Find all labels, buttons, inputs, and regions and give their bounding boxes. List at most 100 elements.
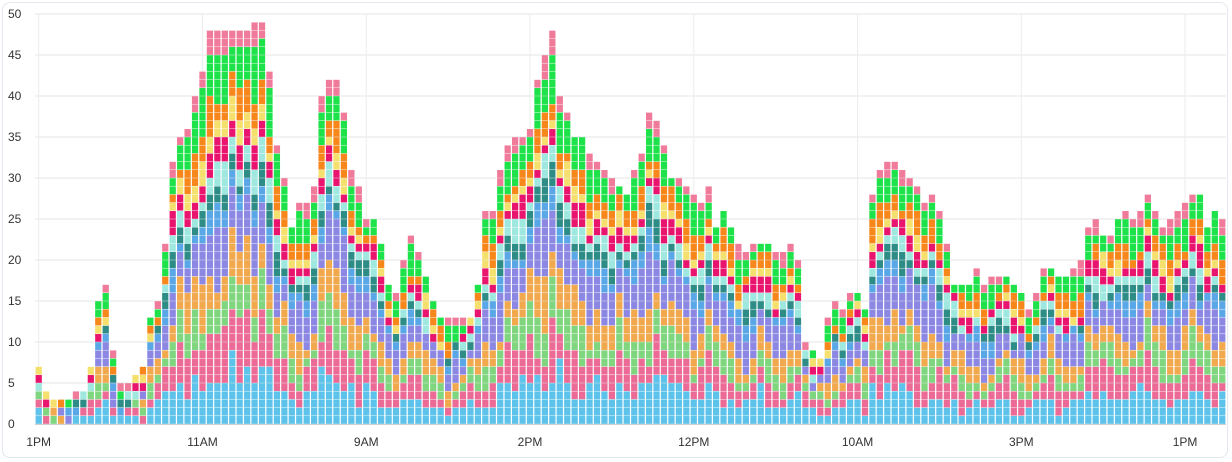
bar-segment — [1144, 325, 1151, 334]
bar-segment — [1107, 276, 1114, 285]
bar-segment — [921, 416, 928, 424]
bar-segment — [288, 260, 295, 268]
bar-segment — [206, 145, 214, 154]
bar-segment — [273, 325, 281, 334]
bar-segment — [936, 235, 943, 244]
bar-segment — [586, 293, 593, 301]
bar-segment — [1114, 243, 1122, 252]
bar-segment — [705, 260, 712, 268]
bar-segment — [318, 416, 325, 424]
bar-segment — [117, 391, 124, 400]
bar-segment — [631, 342, 638, 350]
bar-segment — [474, 350, 482, 359]
bar-segment — [534, 145, 541, 154]
bar-segment — [1152, 416, 1159, 424]
bar-segment — [244, 145, 251, 154]
bar-segment — [660, 178, 668, 186]
bar-segment — [392, 358, 400, 367]
bar-segment — [162, 366, 169, 375]
bar-segment — [258, 350, 266, 359]
bar-segment — [1055, 325, 1062, 334]
bar-segment — [348, 260, 355, 268]
bar-segment — [698, 211, 705, 219]
bar-segment — [973, 358, 980, 367]
bar-segment — [943, 243, 950, 252]
bar-segment — [549, 293, 556, 301]
bar-segment — [214, 416, 221, 424]
bar-segment — [1211, 235, 1218, 244]
bar-segment — [698, 317, 705, 326]
bar-segment — [348, 366, 355, 375]
bar-segment — [177, 276, 184, 285]
bar-segment — [571, 202, 578, 211]
bar-segment — [177, 178, 184, 186]
bar-segment — [333, 383, 340, 391]
bar-segment — [1174, 276, 1181, 285]
bar-segment — [988, 301, 995, 309]
bar-segment — [325, 350, 333, 359]
bar-segment — [474, 366, 482, 375]
bar-segment — [1211, 342, 1218, 350]
bar-segment — [147, 358, 154, 367]
bar-segment — [564, 145, 571, 154]
bar-segment — [422, 383, 429, 391]
bar-segment — [236, 63, 243, 72]
bar-segment — [727, 407, 735, 416]
bar-segment — [623, 235, 630, 244]
bar-segment — [638, 334, 645, 342]
bar-segment — [1107, 407, 1114, 416]
bar-segment — [221, 47, 228, 55]
bar-segment — [35, 391, 42, 400]
bar-segment — [913, 293, 921, 301]
bar-segment — [273, 407, 281, 416]
bar-segment — [1167, 366, 1174, 375]
bar-segment — [541, 178, 549, 186]
bar-segment — [980, 383, 988, 391]
bar-segment — [325, 358, 333, 367]
bar-segment — [229, 276, 236, 285]
bar-segment — [556, 260, 563, 268]
bar-segment — [742, 350, 749, 359]
bar-segment — [236, 235, 243, 244]
bar-segment — [683, 301, 690, 309]
bar-segment — [318, 358, 325, 367]
bar-segment — [623, 219, 630, 227]
bar-segment — [273, 317, 281, 326]
bar-stack — [705, 186, 712, 424]
bar-segment — [333, 391, 340, 400]
bar-segment — [1085, 325, 1092, 334]
bar-segment — [869, 293, 876, 301]
bar-segment — [906, 416, 913, 424]
bar-segment — [296, 227, 303, 236]
bar-segment — [87, 383, 94, 391]
bar-segment — [698, 252, 705, 260]
bar-segment — [355, 317, 362, 326]
bar-segment — [906, 211, 913, 219]
bar-segment — [311, 243, 318, 252]
bar-segment — [876, 186, 883, 195]
bar-segment — [586, 342, 593, 350]
bar-segment — [169, 284, 176, 293]
bar-segment — [1010, 366, 1017, 375]
bar-segment — [266, 120, 273, 129]
bar-segment — [683, 416, 690, 424]
bar-segment — [177, 309, 184, 318]
bar-segment — [1018, 358, 1025, 367]
bar-segment — [876, 293, 883, 301]
bar-segment — [1196, 219, 1204, 227]
bar-segment — [482, 342, 489, 350]
bar-segment — [1033, 334, 1040, 342]
bar-segment — [1107, 243, 1114, 252]
bar-segment — [191, 276, 199, 285]
bar-segment — [497, 407, 504, 416]
bar-segment — [229, 153, 236, 162]
bar-segment — [519, 219, 526, 227]
bar-segment — [571, 268, 578, 277]
bar-segment — [430, 399, 437, 408]
bar-segment — [1092, 301, 1099, 309]
bar-segment — [95, 301, 102, 309]
bar-segment — [757, 243, 764, 252]
bar-segment — [556, 227, 563, 236]
bar-segment — [660, 252, 668, 260]
bar-segment — [571, 366, 578, 375]
